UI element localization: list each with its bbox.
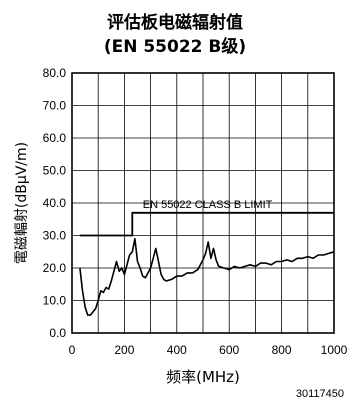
plot-frame (71, 72, 335, 334)
y-tick-label: 20.0 (43, 261, 67, 275)
x-axis-label: 频率(MHz) (166, 368, 240, 386)
y-tick-label: 70.0 (43, 99, 67, 113)
x-tick-label: 1000 (321, 343, 348, 357)
limit-line (79, 211, 334, 237)
x-tick-label: 600 (219, 343, 239, 357)
y-tick-label: 50.0 (43, 164, 67, 178)
limit-label: EN 55022 CLASS B LIMIT (143, 199, 273, 211)
x-tick-label: 0 (69, 343, 76, 357)
x-tick-label: 200 (114, 343, 134, 357)
emission-line (79, 238, 335, 316)
chart-title: 评估板电磁辐射值 (107, 13, 243, 33)
chart-subtitle: (EN 55022 B级) (103, 37, 247, 57)
y-tick-label: 80.0 (43, 66, 67, 80)
figure-id: 30117450 (295, 388, 344, 400)
y-tick-label: 0.0 (49, 326, 66, 340)
y-tick-label: 10.0 (43, 294, 67, 308)
y-tick-label: 40.0 (43, 196, 67, 210)
y-axis-label: 電磁輻射(dBµV/m) (14, 142, 30, 264)
y-tick-label: 30.0 (43, 229, 67, 243)
y-tick-label: 60.0 (43, 131, 67, 145)
x-tick-label: 400 (167, 343, 187, 357)
x-tick-label: 800 (272, 343, 292, 357)
